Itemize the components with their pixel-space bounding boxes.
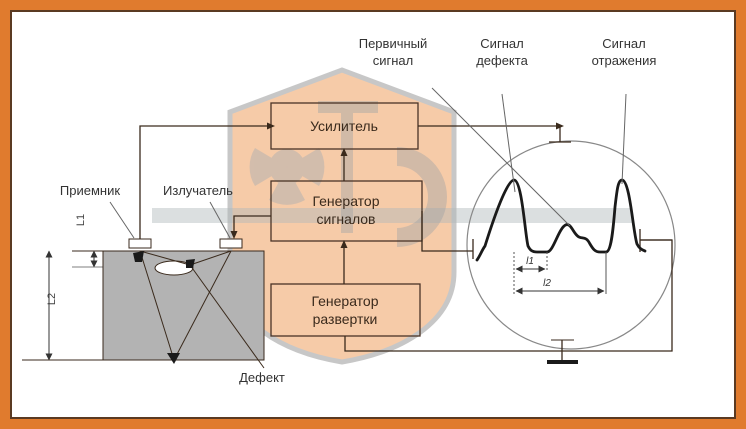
svg-text:Генератор: Генератор <box>311 293 378 309</box>
svg-text:дефекта: дефекта <box>476 53 528 68</box>
svg-text:отражения: отражения <box>592 53 657 68</box>
svg-text:Излучатель: Излучатель <box>163 183 233 198</box>
svg-text:Дефект: Дефект <box>239 370 285 385</box>
svg-text:L2: L2 <box>46 293 58 305</box>
svg-text:Сигнал: Сигнал <box>602 36 645 51</box>
svg-text:Сигнал: Сигнал <box>480 36 523 51</box>
svg-text:сигнал: сигнал <box>373 53 414 68</box>
svg-text:l1: l1 <box>526 256 534 267</box>
svg-text:Первичный: Первичный <box>359 36 428 51</box>
svg-text:l2: l2 <box>543 278 551 289</box>
svg-text:Усилитель: Усилитель <box>310 118 378 134</box>
svg-text:Генератор: Генератор <box>312 193 379 209</box>
svg-text:развертки: развертки <box>313 311 378 327</box>
svg-text:L1: L1 <box>75 214 87 226</box>
svg-text:сигналов: сигналов <box>317 211 376 227</box>
svg-text:Приемник: Приемник <box>60 183 120 198</box>
